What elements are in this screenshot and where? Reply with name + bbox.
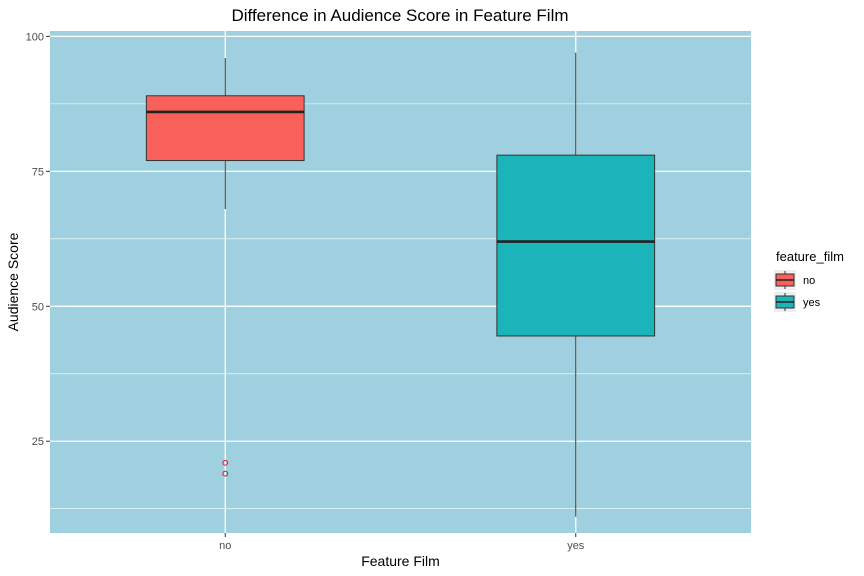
chart-title: Difference in Audience Score in Feature … [231, 6, 568, 25]
legend: feature_film no yes [774, 249, 844, 312]
box-iqr [496, 154, 656, 337]
x-axis-ticks: no yes [219, 533, 585, 552]
legend-items: no yes [774, 270, 821, 312]
y-axis-ticks: 25 50 75 100 [26, 31, 50, 448]
boxes [145, 52, 656, 517]
outlier-point [222, 459, 229, 466]
y-axis-title: Audience Score [5, 232, 21, 331]
y-tick-label: 25 [32, 436, 44, 448]
x-tick-label: no [219, 540, 231, 552]
legend-item-label: yes [803, 297, 821, 309]
x-tick-label: yes [567, 540, 585, 552]
outlier-point [222, 470, 229, 477]
legend-title: feature_film [776, 249, 844, 264]
legend-item-yes: yes [774, 292, 821, 312]
legend-item-label: no [803, 275, 815, 287]
box-no [145, 57, 305, 477]
box-iqr [145, 95, 305, 162]
legend-item-no: no [774, 270, 815, 290]
y-tick-label: 50 [32, 301, 44, 313]
x-axis-title: Feature Film [361, 553, 440, 569]
box-yes [496, 52, 656, 517]
y-tick-label: 75 [32, 166, 44, 178]
y-tick-label: 100 [26, 31, 44, 43]
